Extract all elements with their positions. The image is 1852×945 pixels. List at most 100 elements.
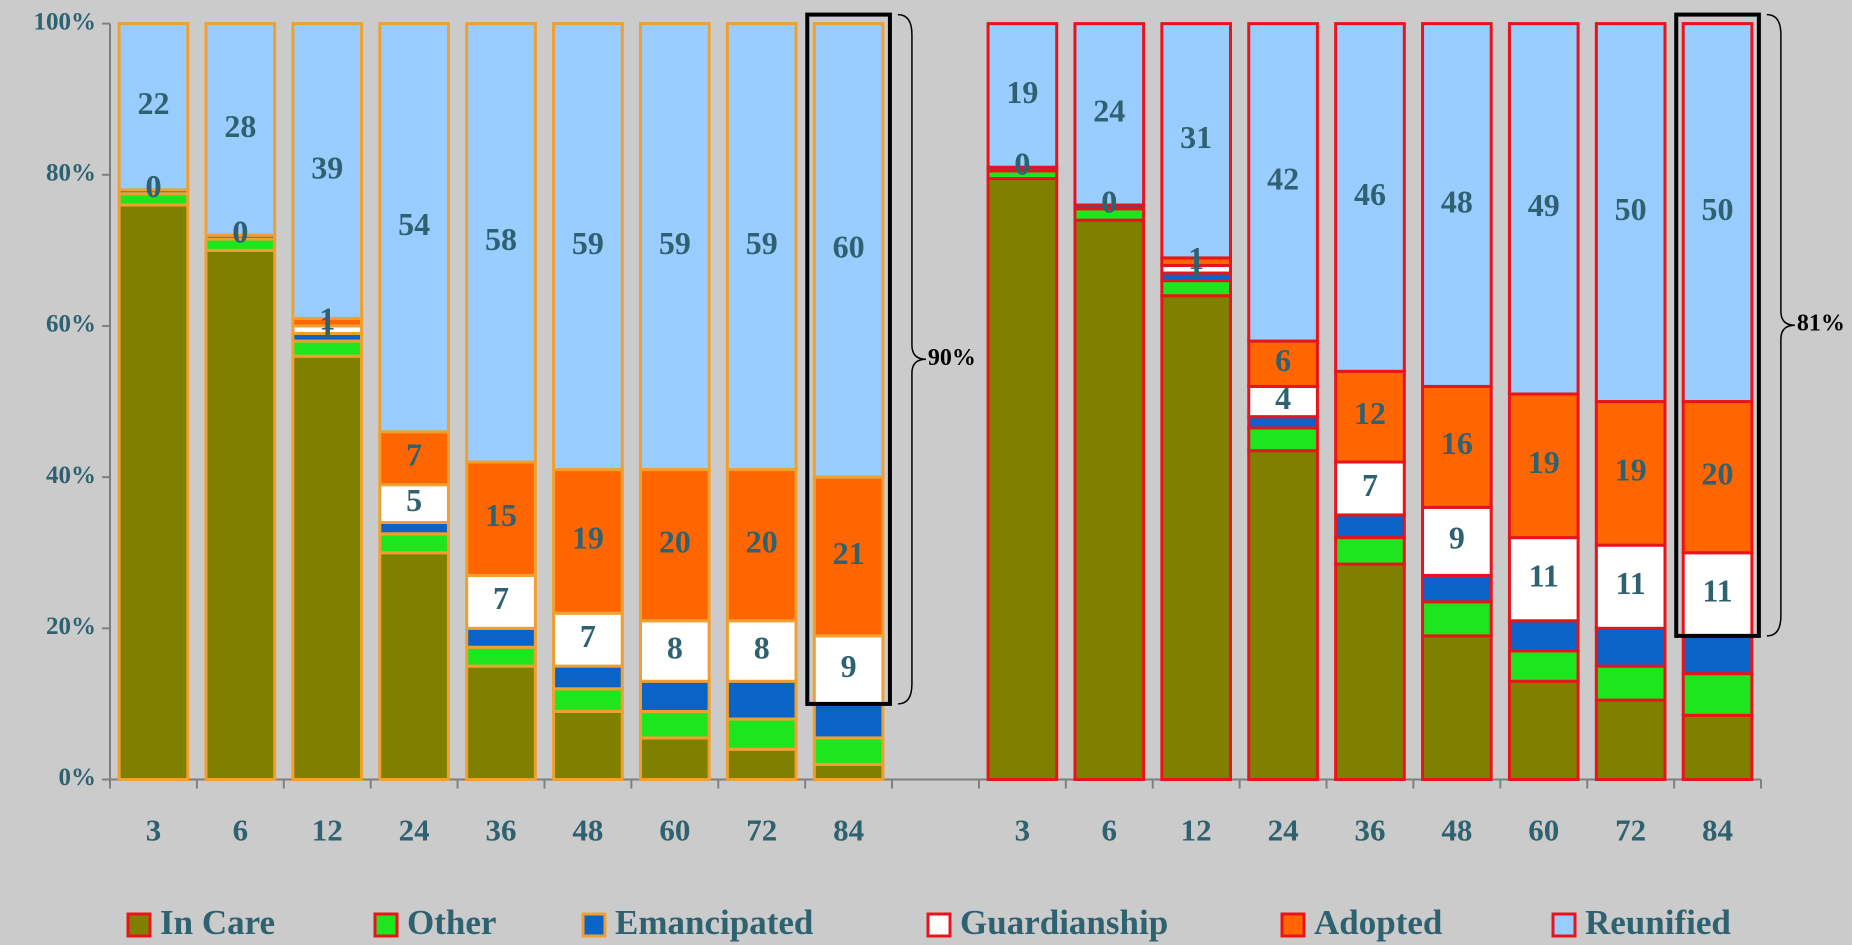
bar-segment: [1594, 400, 1667, 547]
bar-segment: [378, 520, 450, 536]
bar-segment: [812, 702, 885, 740]
bar-segment: [1421, 573, 1493, 604]
x-tick-label: 84: [1702, 813, 1733, 848]
data-label: 59: [659, 225, 691, 261]
annotation: 90%: [928, 345, 976, 371]
bar-segment: [638, 736, 711, 781]
bar-segment: [204, 248, 277, 781]
bar-segment: [291, 22, 364, 320]
bar-segment: [291, 354, 364, 781]
data-label: 0: [1014, 146, 1030, 182]
data-label: 58: [485, 221, 517, 257]
bar-segment: [552, 709, 624, 781]
data-label: 7: [1362, 467, 1378, 503]
bar-segment: [1073, 218, 1146, 782]
data-label: 7: [493, 580, 509, 616]
data-label: 54: [398, 206, 430, 242]
data-label: 0: [145, 168, 161, 204]
y-tick-label: 40%: [46, 462, 96, 489]
bar-segment: [1681, 672, 1754, 717]
x-tick-label: 12: [312, 813, 343, 848]
x-tick-label: 60: [1528, 813, 1559, 848]
bar-segment: [986, 22, 1059, 169]
bar-segment: [1073, 22, 1146, 207]
data-label: 59: [746, 225, 778, 261]
data-label: 5: [406, 482, 422, 518]
bar-segment: [1334, 460, 1406, 517]
data-label: 8: [754, 629, 770, 665]
bar-segment: [378, 551, 450, 781]
bar-segment: [465, 645, 537, 668]
data-label: 1: [319, 308, 335, 344]
legend-label: Guardianship: [960, 903, 1168, 942]
bar-segment: [378, 532, 450, 555]
x-tick-label: 48: [1441, 813, 1472, 848]
bar-segment: [1594, 664, 1667, 702]
data-label: 4: [1275, 380, 1291, 416]
data-label: 9: [841, 648, 857, 684]
legend-label: Emancipated: [615, 903, 814, 942]
bar-segment: [552, 664, 624, 691]
bar-segment: [638, 619, 711, 683]
highlight-box: [1674, 12, 1761, 638]
data-label: 31: [1180, 119, 1212, 155]
data-label: 1: [1188, 240, 1204, 276]
legend-label: In Care: [160, 903, 275, 942]
bar-segment: [1334, 22, 1406, 373]
y-tick-label: 0%: [59, 764, 97, 791]
bar-segment: [725, 619, 798, 683]
x-tick-label: 24: [399, 813, 430, 848]
bar-segment: [1421, 505, 1493, 577]
bar-segment: [1247, 22, 1319, 343]
bar-segment: [378, 22, 450, 434]
data-label: 46: [1354, 176, 1386, 212]
data-label: 20: [1702, 455, 1734, 491]
bar-segment: [725, 468, 798, 623]
bar-segment: [1594, 22, 1667, 404]
data-label: 0: [1101, 183, 1117, 219]
data-label: 12: [1354, 395, 1386, 431]
data-label: 11: [1616, 565, 1646, 601]
bar-segment: [812, 22, 885, 479]
data-label: 59: [572, 225, 604, 261]
bar-segment: [1681, 551, 1754, 638]
bar-segment: [1160, 294, 1233, 781]
bar-segment: [1421, 634, 1493, 782]
x-tick-label: 24: [1268, 813, 1299, 848]
data-label: 48: [1441, 183, 1473, 219]
annotation: 81%: [1797, 311, 1845, 337]
bar-segment: [1247, 449, 1319, 781]
bar-segment: [1507, 392, 1580, 540]
bar-segment: [1247, 339, 1319, 388]
highlight-box: [805, 12, 892, 706]
data-label: 49: [1528, 187, 1560, 223]
bar-segment: [465, 664, 537, 781]
y-tick-label: 20%: [46, 613, 96, 640]
data-label: 42: [1267, 161, 1299, 197]
data-label: 0: [232, 214, 248, 250]
data-label: 39: [311, 149, 343, 185]
bar-segment: [1334, 562, 1406, 781]
x-tick-label: 6: [1102, 813, 1118, 848]
data-label: 0: [145, 168, 161, 204]
bar-segment: [1334, 536, 1406, 566]
data-label: 16: [1441, 425, 1473, 461]
bar-segment: [1681, 22, 1754, 404]
data-label: 9: [1449, 520, 1465, 556]
bar-segment: [1507, 22, 1580, 396]
bar-segment: [465, 460, 537, 577]
bar-segment: [465, 626, 537, 649]
data-label: 7: [580, 618, 596, 654]
x-tick-label: 72: [746, 813, 777, 848]
bar-segment: [1681, 400, 1754, 555]
legend-marker: [926, 912, 952, 938]
x-tick-label: 48: [572, 813, 603, 848]
y-tick-label: 100%: [34, 8, 97, 35]
bar-segment: [812, 736, 885, 766]
data-label: 19: [1006, 74, 1038, 110]
bar-segment: [725, 22, 798, 472]
bar-segment: [1160, 22, 1233, 260]
x-tick-label: 84: [833, 813, 864, 848]
bar-segment: [552, 687, 624, 713]
